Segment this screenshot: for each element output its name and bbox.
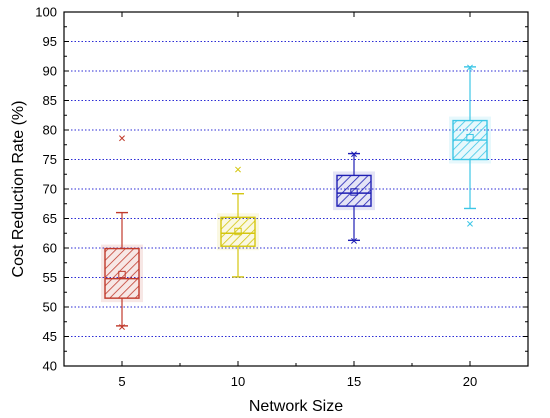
box-5 — [101, 135, 143, 331]
y-axis: 40 45 50 55 60 65 70 75 80 85 90 95 100 — [35, 5, 528, 374]
outlier-marker — [235, 166, 241, 173]
x-tick-label: 5 — [118, 374, 125, 389]
box-10 — [217, 166, 259, 278]
y-tick-label: 90 — [43, 64, 57, 79]
y-tick-label: 80 — [43, 123, 57, 138]
x-tick-label: 20 — [463, 374, 477, 389]
y-tick-label: 85 — [43, 93, 57, 108]
box-20 — [449, 64, 491, 227]
outlier-marker — [467, 220, 473, 227]
outlier-marker — [119, 324, 125, 331]
box-iqr — [336, 174, 372, 207]
mean-marker — [234, 227, 242, 236]
box-iqr — [104, 247, 140, 299]
y-tick-label: 45 — [43, 329, 57, 344]
box-15 — [333, 151, 375, 244]
x-tick-label: 15 — [347, 374, 361, 389]
grid-lines — [64, 41, 528, 337]
y-tick-label: 70 — [43, 182, 57, 197]
mean-marker — [118, 270, 126, 279]
box-series — [101, 64, 491, 331]
box-iqr — [220, 216, 256, 247]
y-tick-label: 50 — [43, 300, 57, 315]
y-tick-label: 60 — [43, 241, 57, 256]
mean-marker — [466, 133, 474, 142]
y-tick-label: 55 — [43, 270, 57, 285]
y-tick-label: 100 — [35, 5, 57, 20]
outlier-marker — [119, 135, 125, 142]
x-tick-label: 10 — [231, 374, 245, 389]
y-axis-title: Cost Reduction Rate (%) — [10, 101, 27, 278]
mean-marker — [350, 188, 358, 196]
y-tick-label: 75 — [43, 152, 57, 167]
y-tick-label: 95 — [43, 34, 57, 49]
outlier-marker — [351, 237, 357, 244]
x-axis-title: Network Size — [249, 398, 343, 415]
outlier-marker — [467, 64, 473, 71]
outlier-marker — [351, 151, 357, 158]
x-axis: 5 10 15 20 — [63, 12, 529, 389]
y-tick-label: 40 — [43, 359, 57, 374]
y-tick-label: 65 — [43, 211, 57, 226]
